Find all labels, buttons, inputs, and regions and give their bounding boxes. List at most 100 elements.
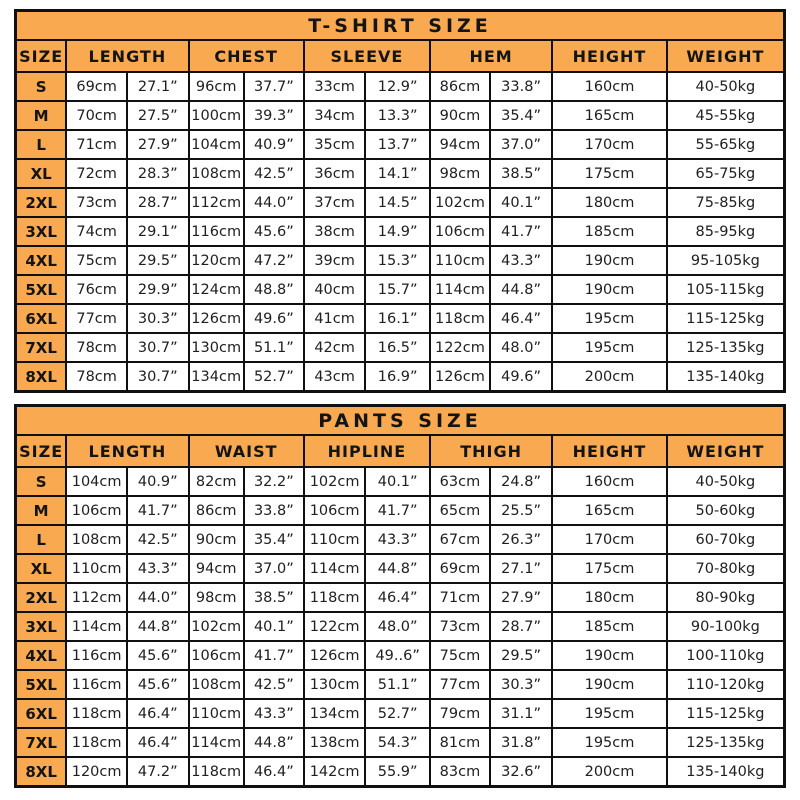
measurement-cell: 110-120kg (665, 669, 786, 700)
measurement-cell: 41.7” (364, 495, 431, 526)
measurement-cell: 190cm (551, 669, 668, 700)
column-header-height: HEIGHT (551, 434, 668, 468)
table-row: L 71cm 27.9” 104cm 40.9” 35cm 13.7” 94cm 37.0” 17… (14, 129, 786, 160)
measurement-cell: 29.5” (126, 245, 190, 276)
column-header-length: LENGTH (65, 39, 190, 73)
size-label: 3XL (14, 216, 68, 247)
measurement-cell: 126cm (187, 303, 245, 334)
measurement-cell: 73cm (428, 611, 491, 642)
measurement-cell: 30.3” (488, 669, 554, 700)
pants-size-table: PANTS SIZE SIZE LENGTH WAIST HIPLINE THI… (14, 404, 786, 788)
measurement-cell: 49.6” (242, 303, 305, 334)
measurement-cell: 195cm (551, 332, 668, 363)
table-row: S 104cm 40.9” 82cm 32.2” 102cm 40.1” 63cm 24.8” 1… (14, 466, 786, 497)
measurement-cell: 12.9” (364, 71, 431, 102)
measurement-cell: 67cm (428, 524, 491, 555)
column-header-weight: WEIGHT (665, 39, 786, 73)
measurement-cell: 39cm (302, 245, 367, 276)
measurement-cell: 160cm (551, 466, 668, 497)
measurement-cell: 90cm (187, 524, 245, 555)
measurement-cell: 190cm (551, 245, 668, 276)
column-header-weight: WEIGHT (665, 434, 786, 468)
measurement-cell: 165cm (551, 100, 668, 131)
measurement-cell: 71cm (65, 129, 128, 160)
measurement-cell: 96cm (187, 71, 245, 102)
column-header-size: SIZE (14, 39, 68, 73)
measurement-cell: 15.3” (364, 245, 431, 276)
measurement-cell: 24.8” (488, 466, 554, 497)
measurement-cell: 195cm (551, 698, 668, 729)
size-label: 6XL (14, 698, 68, 729)
measurement-cell: 108cm (187, 669, 245, 700)
measurement-cell: 30.3” (126, 303, 190, 334)
measurement-cell: 76cm (65, 274, 128, 305)
measurement-cell: 180cm (551, 187, 668, 218)
column-header-waist: WAIST (187, 434, 305, 468)
measurement-cell: 63cm (428, 466, 491, 497)
measurement-cell: 28.7” (488, 611, 554, 642)
tshirt-size-table: T-SHIRT SIZE SIZE LENGTH CHEST SLEEVE HE… (14, 9, 786, 393)
measurement-cell: 160cm (551, 71, 668, 102)
measurement-cell: 108cm (187, 158, 245, 189)
measurement-cell: 47.2” (242, 245, 305, 276)
column-header-hipline: HIPLINE (302, 434, 431, 468)
measurement-cell: 32.6” (488, 756, 554, 788)
measurement-cell: 37.0” (242, 553, 305, 584)
measurement-cell: 110cm (428, 245, 491, 276)
measurement-cell: 65cm (428, 495, 491, 526)
measurement-cell: 190cm (551, 640, 668, 671)
measurement-cell: 120cm (65, 756, 128, 788)
measurement-cell: 122cm (428, 332, 491, 363)
measurement-cell: 74cm (65, 216, 128, 247)
measurement-cell: 43.3” (126, 553, 190, 584)
size-label: 7XL (14, 332, 68, 363)
measurement-cell: 60-70kg (665, 524, 786, 555)
measurement-cell: 48.0” (364, 611, 431, 642)
measurement-cell: 40.9” (242, 129, 305, 160)
measurement-cell: 50-60kg (665, 495, 786, 526)
measurement-cell: 48.8” (242, 274, 305, 305)
measurement-cell: 39.3” (242, 100, 305, 131)
measurement-cell: 45.6” (126, 669, 190, 700)
table-row: M 106cm 41.7” 86cm 33.8” 106cm 41.7” 65cm 25.5” 1… (14, 495, 786, 526)
measurement-cell: 115-125kg (665, 303, 786, 334)
measurement-cell: 115-125kg (665, 698, 786, 729)
measurement-cell: 134cm (187, 361, 245, 393)
column-header-chest: CHEST (187, 39, 305, 73)
column-header-size: SIZE (14, 434, 68, 468)
measurement-cell: 43.3” (242, 698, 305, 729)
measurement-cell: 46.4” (364, 582, 431, 613)
measurement-cell: 106cm (187, 640, 245, 671)
measurement-cell: 41cm (302, 303, 367, 334)
measurement-cell: 15.7” (364, 274, 431, 305)
measurement-cell: 27.9” (126, 129, 190, 160)
measurement-cell: 98cm (428, 158, 491, 189)
measurement-cell: 70cm (65, 100, 128, 131)
column-header-thigh: THIGH (428, 434, 554, 468)
measurement-cell: 108cm (65, 524, 128, 555)
measurement-cell: 100cm (187, 100, 245, 131)
measurement-cell: 55.9” (364, 756, 431, 788)
measurement-cell: 49..6” (364, 640, 431, 671)
measurement-cell: 112cm (65, 582, 128, 613)
measurement-cell: 29.9” (126, 274, 190, 305)
measurement-cell: 44.8” (364, 553, 431, 584)
measurement-cell: 14.1” (364, 158, 431, 189)
size-label: 8XL (14, 361, 68, 393)
measurement-cell: 41.7” (126, 495, 190, 526)
measurement-cell: 135-140kg (665, 361, 786, 393)
measurement-cell: 116cm (65, 640, 128, 671)
measurement-cell: 43.3” (488, 245, 554, 276)
measurement-cell: 44.0” (242, 187, 305, 218)
measurement-cell: 41.7” (488, 216, 554, 247)
size-label: 6XL (14, 303, 68, 334)
measurement-cell: 37cm (302, 187, 367, 218)
table-row: 3XL 114cm 44.8” 102cm 40.1” 122cm 48.0” 73cm 28.… (14, 611, 786, 642)
measurement-cell: 44.8” (242, 727, 305, 758)
measurement-cell: 118cm (65, 698, 128, 729)
table-row: 6XL 77cm 30.3” 126cm 49.6” 41cm 16.1” 118cm 46.4… (14, 303, 786, 334)
measurement-cell: 28.3” (126, 158, 190, 189)
measurement-cell: 122cm (302, 611, 367, 642)
measurement-cell: 28.7” (126, 187, 190, 218)
